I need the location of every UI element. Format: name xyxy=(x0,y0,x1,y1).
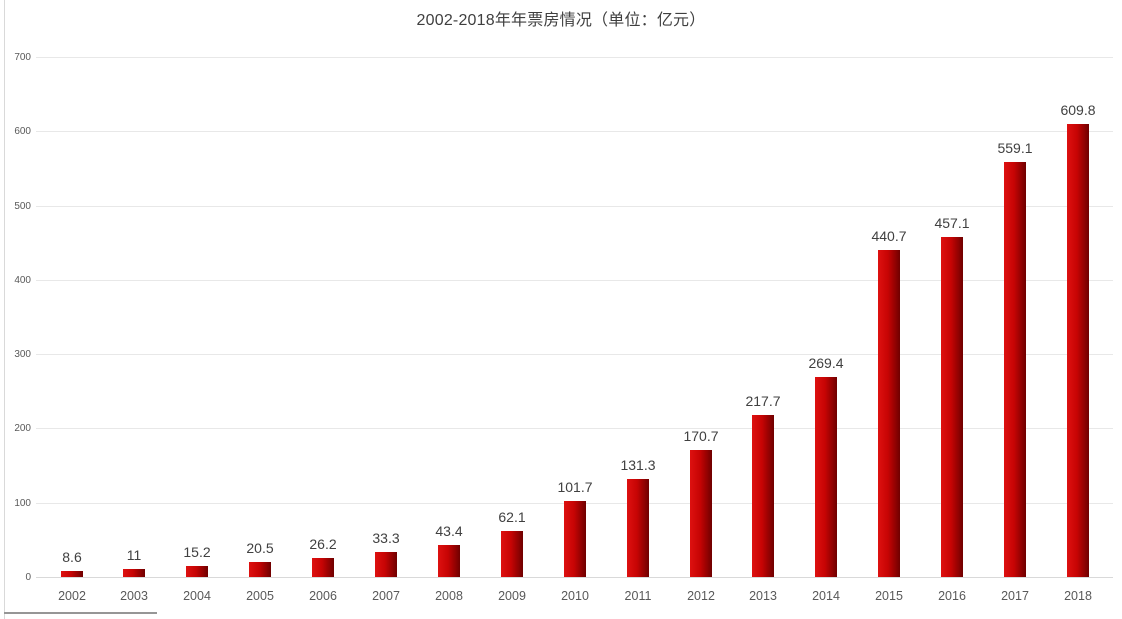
x-axis-baseline xyxy=(36,577,1113,578)
x-tick-label: 2002 xyxy=(58,589,86,603)
bar-2009 xyxy=(501,531,523,577)
gridline xyxy=(36,280,1113,281)
bar-2007 xyxy=(375,552,397,577)
bar-2003 xyxy=(123,569,145,577)
bar-value-label: 11 xyxy=(126,547,142,563)
x-tick-label: 2017 xyxy=(1001,589,1029,603)
x-tick-label: 2018 xyxy=(1064,589,1092,603)
x-tick-label: 2009 xyxy=(498,589,526,603)
gridline xyxy=(36,131,1113,132)
x-tick-label: 2007 xyxy=(372,589,400,603)
chart-title: 2002-2018年年票房情况（单位：亿元） xyxy=(416,12,706,29)
window-left-border-line xyxy=(4,0,5,619)
window-bottom-border-line xyxy=(4,612,157,614)
bar-2005 xyxy=(249,562,271,577)
bar-value-label: 440.7 xyxy=(871,228,907,244)
bar-value-label: 8.6 xyxy=(62,549,82,565)
bar-2012 xyxy=(690,450,712,577)
x-tick-label: 2003 xyxy=(120,589,148,603)
bar-2018 xyxy=(1067,124,1089,577)
bar-value-label: 26.2 xyxy=(309,536,337,552)
bar-value-label: 15.2 xyxy=(183,544,211,560)
y-tick-label: 0 xyxy=(25,572,31,583)
y-tick-label: 100 xyxy=(14,498,31,509)
y-tick-label: 400 xyxy=(14,275,31,286)
bar-2013 xyxy=(752,415,774,577)
bar-2011 xyxy=(627,479,649,577)
bar-2017 xyxy=(1004,162,1026,577)
bar-value-label: 20.5 xyxy=(246,540,274,556)
gridline xyxy=(36,57,1113,58)
x-tick-label: 2013 xyxy=(749,589,777,603)
bar-value-label: 101.7 xyxy=(557,479,593,495)
x-tick-label: 2015 xyxy=(875,589,903,603)
x-tick-label: 2014 xyxy=(812,589,840,603)
bar-2014 xyxy=(815,377,837,577)
bar-value-label: 217.7 xyxy=(745,393,781,409)
y-tick-label: 700 xyxy=(14,52,31,63)
y-tick-label: 600 xyxy=(14,126,31,137)
bar-2004 xyxy=(186,566,208,577)
bar-value-label: 269.4 xyxy=(808,355,844,371)
bar-2010 xyxy=(564,501,586,577)
x-tick-label: 2005 xyxy=(246,589,274,603)
bar-value-label: 33.3 xyxy=(372,530,400,546)
bar-2006 xyxy=(312,558,334,577)
y-tick-label: 500 xyxy=(14,201,31,212)
bar-value-label: 43.4 xyxy=(435,523,463,539)
x-tick-label: 2008 xyxy=(435,589,463,603)
x-tick-label: 2006 xyxy=(309,589,337,603)
bar-value-label: 170.7 xyxy=(683,428,719,444)
bar-value-label: 609.8 xyxy=(1060,102,1096,118)
x-tick-label: 2016 xyxy=(938,589,966,603)
y-tick-label: 200 xyxy=(14,423,31,434)
x-tick-label: 2004 xyxy=(183,589,211,603)
bar-2015 xyxy=(878,250,900,577)
bar-value-label: 457.1 xyxy=(934,215,970,231)
bar-value-label: 62.1 xyxy=(498,509,526,525)
bar-2008 xyxy=(438,545,460,577)
gridline xyxy=(36,206,1113,207)
x-tick-label: 2010 xyxy=(561,589,589,603)
x-tick-label: 2011 xyxy=(624,589,652,603)
bar-2016 xyxy=(941,237,963,577)
y-tick-label: 300 xyxy=(14,349,31,360)
x-tick-label: 2012 xyxy=(687,589,715,603)
bar-2002 xyxy=(61,571,83,577)
gridline xyxy=(36,428,1113,429)
bar-value-label: 559.1 xyxy=(997,140,1033,156)
gridline xyxy=(36,354,1113,355)
bar-value-label: 131.3 xyxy=(620,457,656,473)
